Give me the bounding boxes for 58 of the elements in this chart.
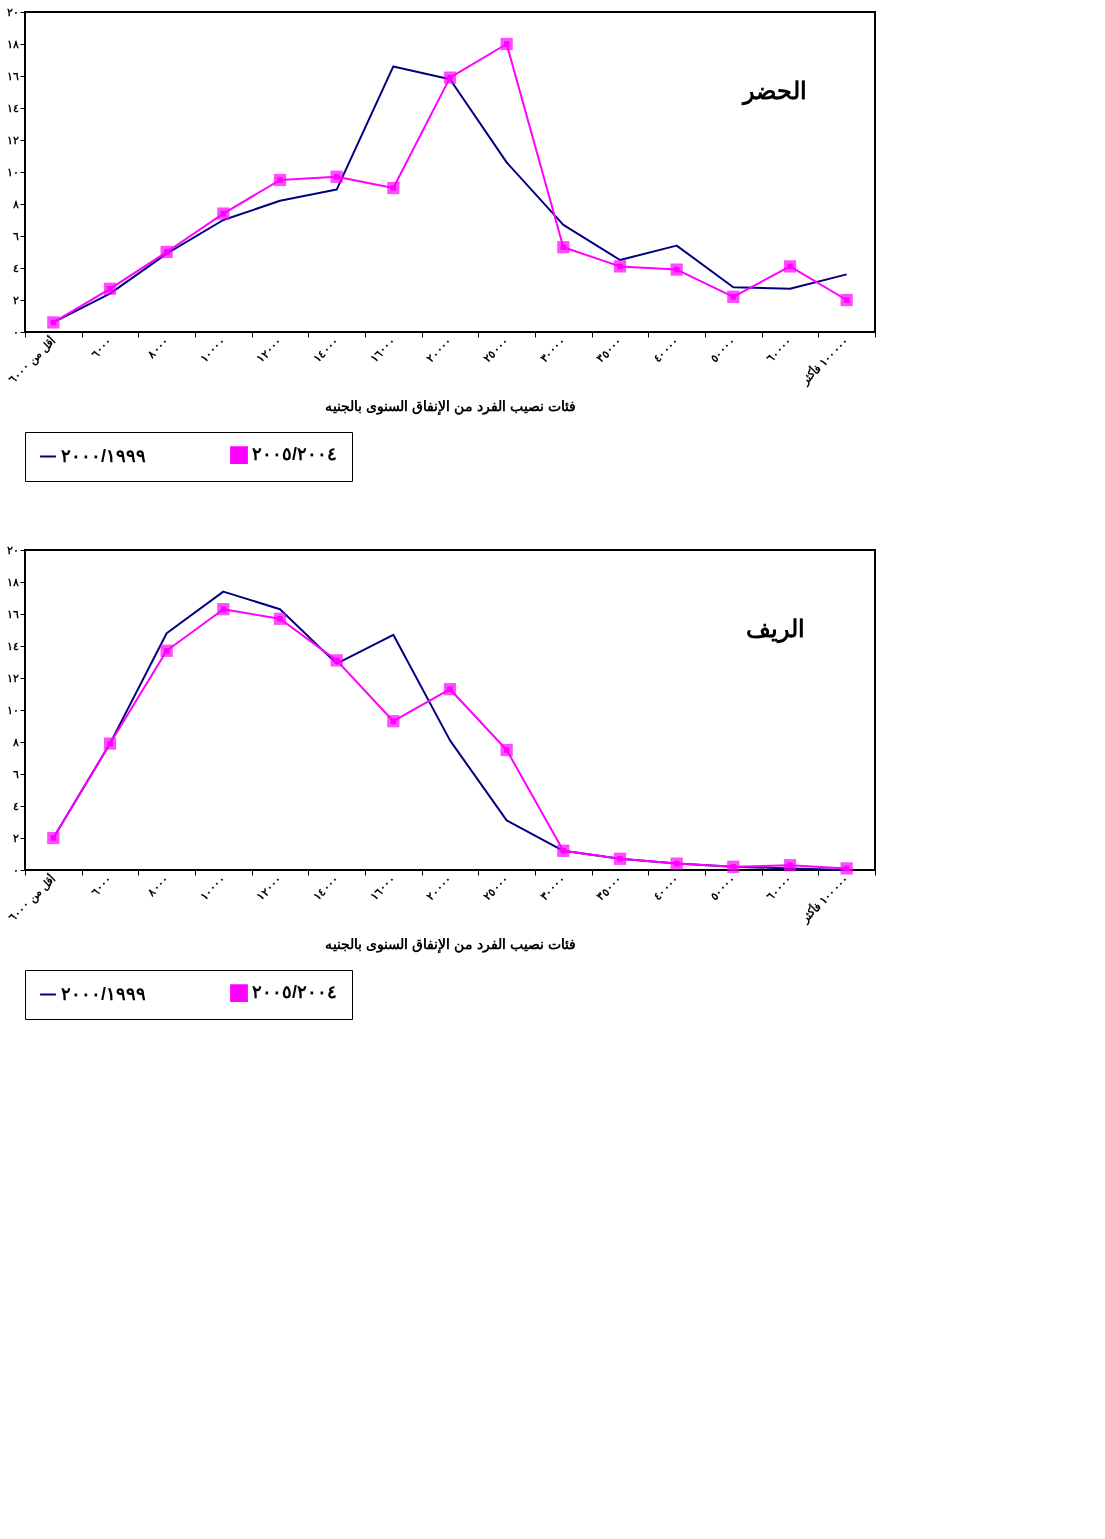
y-tick-label: ٢٠ (6, 5, 19, 18)
y-tick-label: ٦ (12, 229, 19, 242)
y-tick-label: ١٨ (6, 575, 19, 588)
annotation: الريف (745, 615, 805, 644)
x-tick-label: ٦٠٠٠٠ (764, 334, 795, 365)
x-tick-label: ٥٠٠٠٠ (707, 872, 738, 903)
x-tick-label: ٢٠٠٠٠ (424, 872, 455, 903)
y-tick-label: ٠ (12, 325, 19, 338)
x-tick-label: ٢٥٠٠٠ (481, 334, 511, 365)
y-tick-label: ٤ (12, 261, 19, 274)
x-tick-label: ٥٠٠٠٠ (707, 334, 738, 365)
y-tick-label: ٨ (11, 197, 19, 210)
x-axis-title: فئات نصيب الفرد من الإنفاق السنوى بالجنيه (325, 936, 576, 955)
x-axis-title: فئات نصيب الفرد من الإنفاق السنوى بالجنيه (325, 398, 576, 417)
x-tick-label: ١٢٠٠٠ (254, 872, 285, 903)
x-tick-label: ١٦٠٠٠ (367, 334, 398, 365)
legend-label: ٢٠٠٥/٢٠٠٤ (252, 982, 338, 1003)
annotation: الحضر (741, 77, 807, 106)
y-tick-label: ١٢ (6, 671, 19, 684)
y-tick-label: ٢ (12, 293, 19, 306)
x-tick-label: ٣٠٠٠٠ (537, 872, 568, 903)
y-tick-label: ٢٠ (6, 543, 19, 556)
y-tick-label: ٨ (11, 735, 19, 748)
x-tick-label: ٨٠٠٠ (144, 334, 171, 361)
x-tick-label: ١٦٠٠٠ (367, 872, 398, 903)
x-tick-label: ٢٥٠٠٠ (481, 872, 511, 903)
y-tick-label: ١٠ (6, 703, 19, 716)
y-tick-label: ١٦ (6, 607, 19, 620)
x-tick-label: ١٠٠٠٠ (197, 872, 228, 903)
x-tick-label: ٦٠٠٠ (88, 872, 115, 899)
y-tick-label: ٦ (12, 767, 19, 780)
x-tick-label: ٦٠٠٠٠ (764, 872, 795, 903)
x-tick-label: ١٠٠٠٠٠ فأكثر (797, 333, 852, 388)
x-tick-label: ١٤٠٠٠ (311, 334, 341, 365)
x-tick-label: ٤٠٠٠٠ (651, 872, 681, 903)
y-tick-label: ١٤ (6, 101, 19, 114)
y-tick-label: ٢ (12, 831, 19, 844)
x-tick-label: ١٢٠٠٠ (254, 334, 285, 365)
x-tick-label: ٤٠٠٠٠ (651, 334, 681, 365)
y-tick-label: ١٢ (6, 133, 19, 146)
legend-label: ٢٠٠٠/١٩٩٩ (61, 445, 147, 466)
x-tick-label: ١٠٠٠٠ (197, 334, 228, 365)
legend-label: ٢٠٠٠/١٩٩٩ (61, 983, 147, 1004)
x-tick-label: ٢٠٠٠٠ (424, 334, 455, 365)
y-tick-label: ١٨ (6, 37, 19, 50)
y-tick-label: ٤ (12, 799, 19, 812)
x-tick-label: ٨٠٠٠ (144, 872, 171, 899)
legend-label: ٢٠٠٥/٢٠٠٤ (252, 444, 338, 465)
x-tick-label: ١٤٠٠٠ (311, 872, 341, 903)
y-tick-label: ٠ (12, 863, 19, 876)
y-tick-label: ١٠ (6, 165, 19, 178)
x-tick-label: ٣٥٠٠٠ (594, 334, 625, 365)
y-tick-label: ١٦ (6, 69, 19, 82)
x-tick-label: ١٠٠٠٠٠ فأكثر (797, 871, 852, 926)
x-tick-label: ٦٠٠٠ (88, 334, 115, 361)
x-tick-label: ٣٥٠٠٠ (594, 872, 625, 903)
y-tick-label: ١٤ (6, 639, 19, 652)
x-tick-label: ٣٠٠٠٠ (537, 334, 568, 365)
